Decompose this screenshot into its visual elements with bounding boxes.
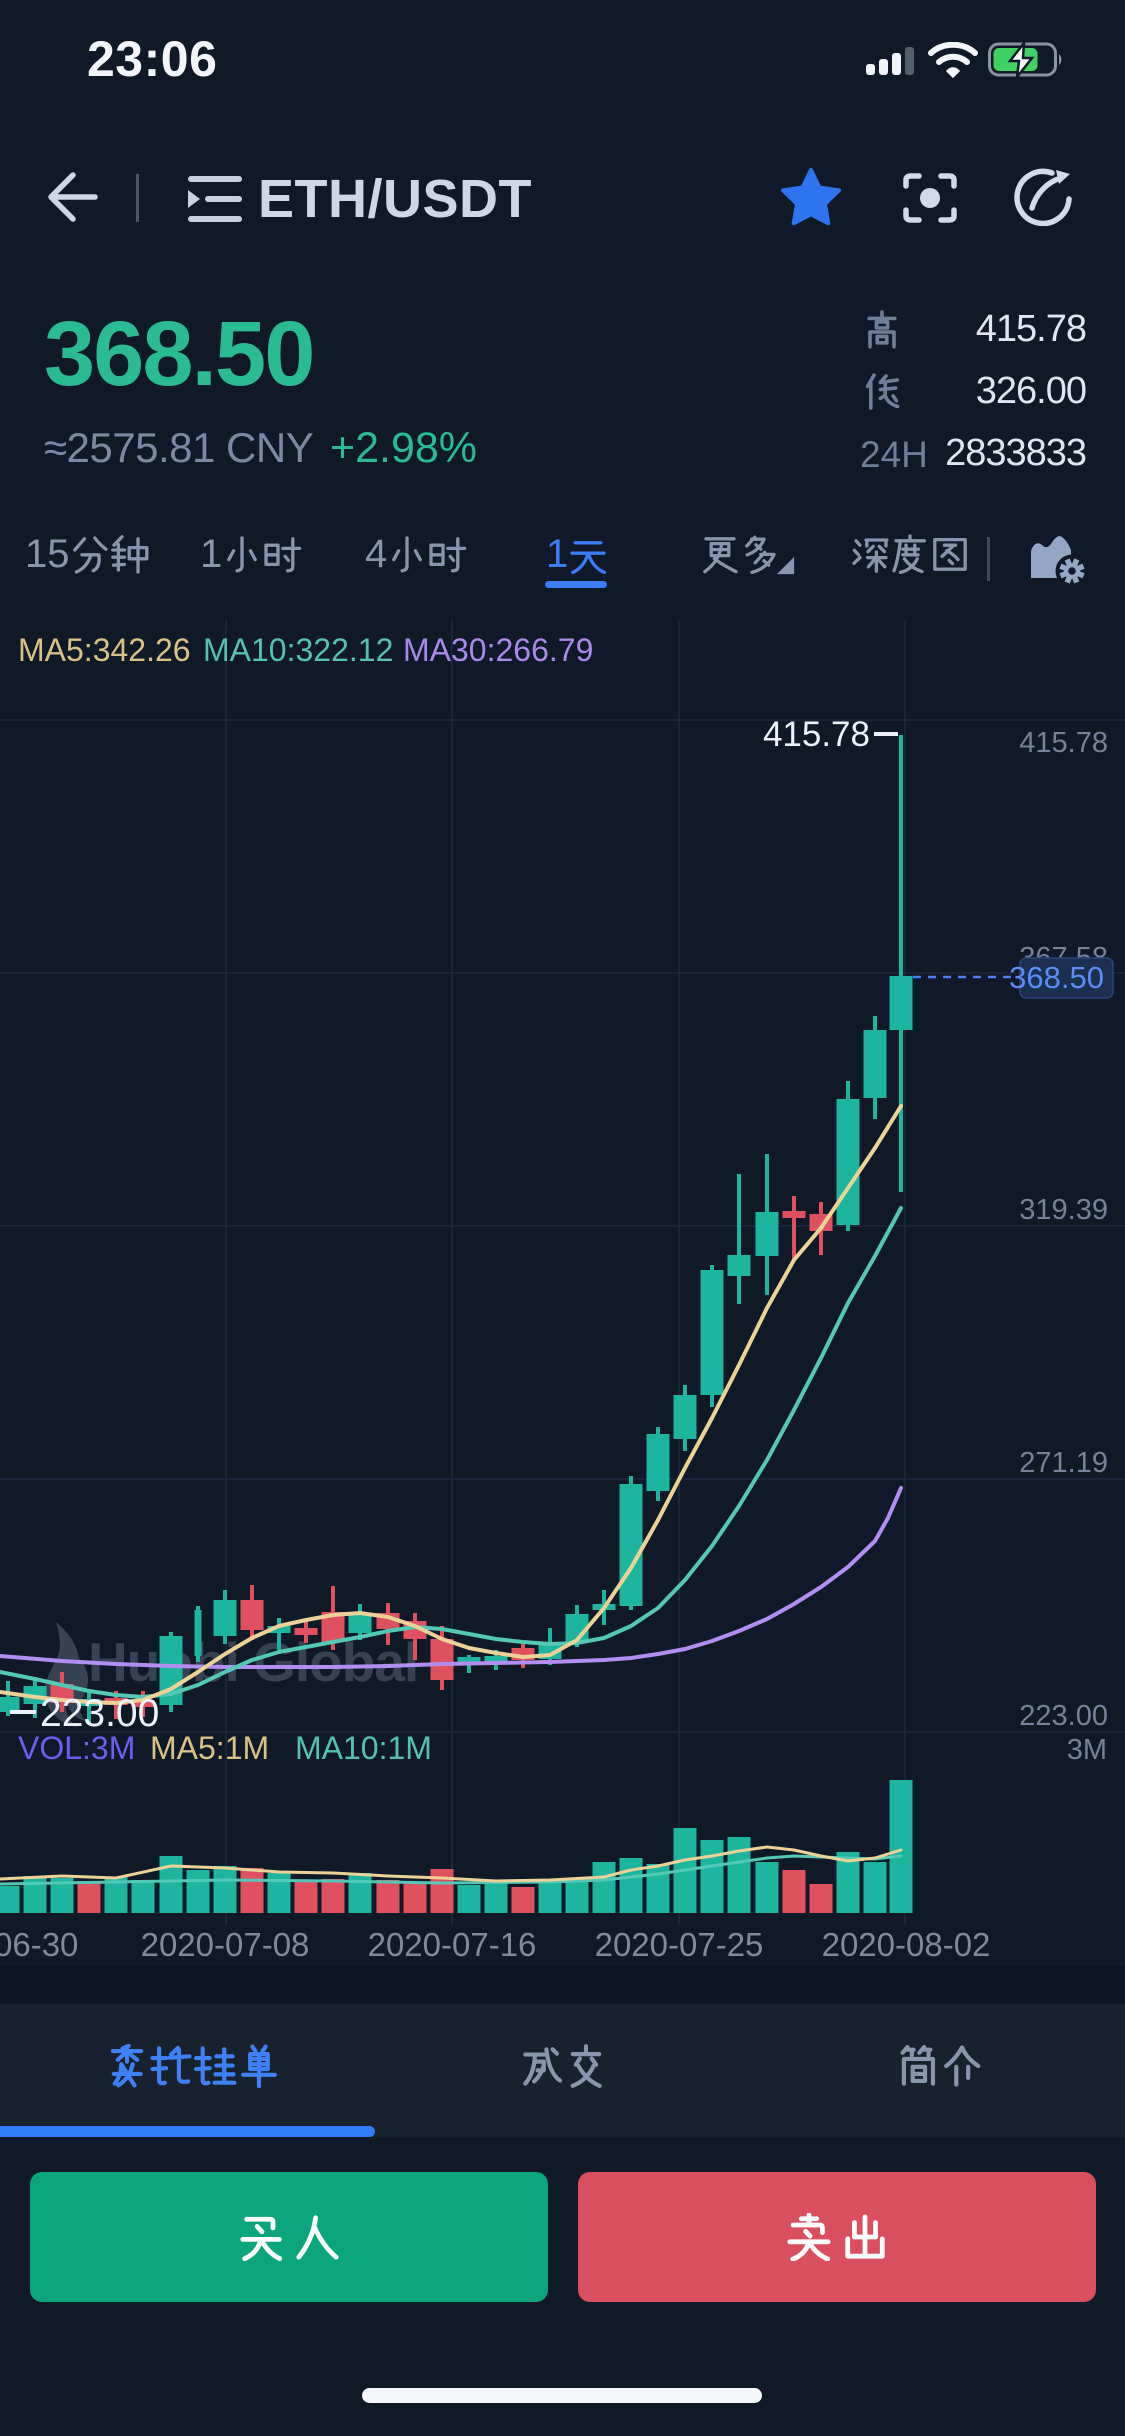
svg-text:06-30: 06-30 <box>0 1926 78 1963</box>
svg-text:223.00: 223.00 <box>40 1692 159 1735</box>
svg-text:2020-07-08: 2020-07-08 <box>141 1926 310 1963</box>
svg-text:MA5:1M: MA5:1M <box>150 1730 269 1766</box>
svg-text:MA30:266.79: MA30:266.79 <box>403 632 593 668</box>
svg-text:271.19: 271.19 <box>1019 1447 1108 1479</box>
svg-text:VOL:3M: VOL:3M <box>18 1730 135 1766</box>
svg-text:415.78: 415.78 <box>1019 727 1108 759</box>
svg-text:2020-07-25: 2020-07-25 <box>595 1926 764 1963</box>
svg-text:2020-08-02: 2020-08-02 <box>822 1926 991 1963</box>
svg-text:Huobi Global: Huobi Global <box>88 1631 418 1693</box>
svg-text:415.78: 415.78 <box>763 715 870 754</box>
svg-text:2020-07-16: 2020-07-16 <box>368 1926 537 1963</box>
svg-text:MA10:1M: MA10:1M <box>295 1730 432 1766</box>
svg-text:MA10:322.12: MA10:322.12 <box>203 632 393 668</box>
svg-text:MA5:342.26: MA5:342.26 <box>18 632 191 668</box>
svg-text:223.00: 223.00 <box>1019 1700 1108 1732</box>
svg-text:319.39: 319.39 <box>1019 1194 1108 1226</box>
svg-text:368.50: 368.50 <box>1009 960 1104 995</box>
svg-text:3M: 3M <box>1067 1734 1107 1766</box>
